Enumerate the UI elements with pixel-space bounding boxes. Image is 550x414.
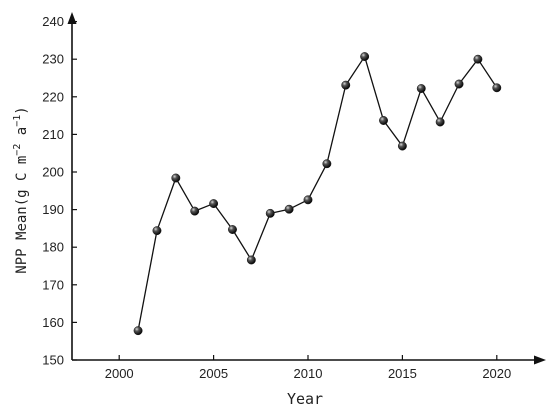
data-point [190,206,200,216]
y-tick-label: 210 [42,127,64,142]
data-point [473,54,483,64]
y-tick-label: 180 [42,240,64,255]
data-point [397,141,407,151]
y-tick-label: 190 [42,202,64,217]
data-point [322,159,332,169]
y-tick-label: 240 [42,14,64,29]
y-tick-label: 230 [42,52,64,67]
y-tick-label: 150 [42,353,64,368]
data-point [303,195,313,205]
data-point [228,225,237,234]
data-point [454,79,464,89]
y-tick-label: 160 [42,315,64,330]
y-tick-label: 200 [42,165,64,180]
y-axis-title-exp2: −1 [12,115,23,127]
data-point [265,208,275,218]
x-tick-label: 2020 [482,366,511,381]
y-axis-title-suffix: ) [14,106,30,114]
y-axis-title: NPP Mean(g C m−2 a−1) [12,106,30,273]
y-axis-title-exp1: −2 [12,144,23,156]
x-tick-label: 2015 [388,366,417,381]
y-ticks: 150 160 170 180 190 200 210 220 230 240 [42,14,77,368]
data-point [284,204,294,214]
x-ticks: 2000 2005 2010 2015 2020 [105,355,511,381]
data-point [152,226,162,236]
data-point [133,326,143,336]
y-tick-label: 220 [42,89,64,104]
x-axis-arrow [534,355,546,365]
y-axis-title-prefix: NPP Mean(g C m [14,156,30,274]
data-point [379,116,388,125]
axes [67,12,546,365]
data-point [171,173,181,183]
series-line [137,55,498,331]
data-point [435,117,445,127]
series-layer [133,52,502,336]
x-tick-label: 2000 [105,366,134,381]
data-point [416,84,426,93]
data-point [246,255,256,265]
data-point [209,199,219,209]
y-tick-label: 170 [42,277,64,292]
y-axis-title-middle: a [14,127,30,144]
data-point [341,80,351,90]
x-tick-label: 2010 [294,366,323,381]
x-tick-label: 2005 [199,366,228,381]
x-axis-title: Year [287,390,323,408]
data-point [360,52,370,62]
data-point [492,83,502,93]
